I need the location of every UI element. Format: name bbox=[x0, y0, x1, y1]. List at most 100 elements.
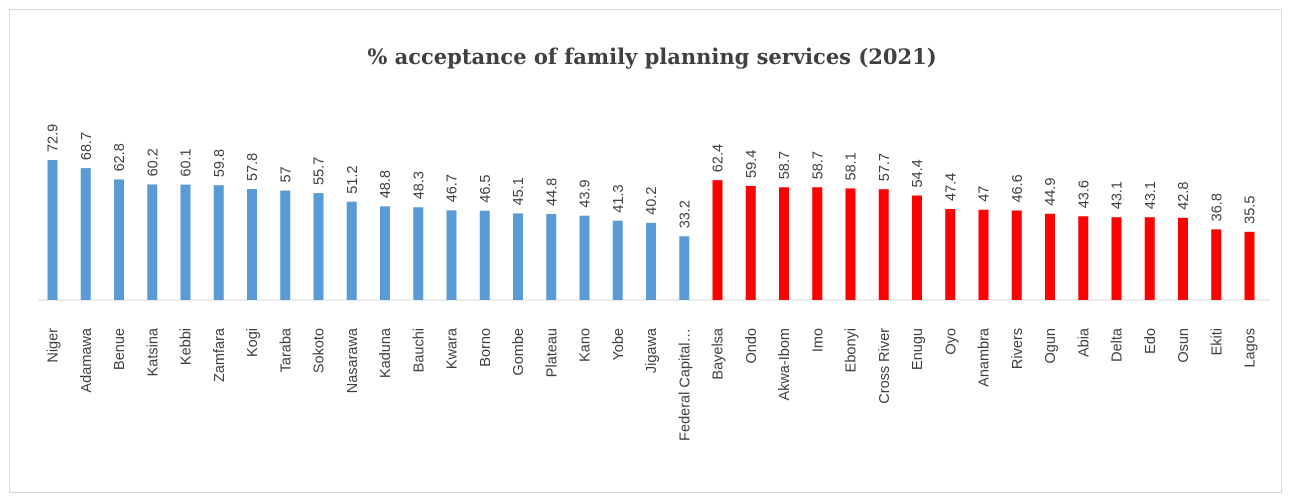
value-label-29: 46.6 bbox=[1010, 174, 1026, 202]
value-label-22: 58.7 bbox=[777, 151, 793, 179]
bar-17 bbox=[612, 220, 623, 300]
category-label-11: Bauchi bbox=[411, 328, 427, 372]
bar-22 bbox=[779, 187, 789, 300]
bar-36 bbox=[1244, 231, 1255, 300]
value-label-8: 55.7 bbox=[312, 157, 328, 185]
value-label-31: 43.6 bbox=[1076, 180, 1092, 208]
value-label-16: 43.9 bbox=[578, 179, 594, 207]
value-label-12: 46.7 bbox=[445, 174, 461, 202]
bar-14 bbox=[513, 213, 523, 300]
category-label-3: Katsina bbox=[145, 327, 161, 376]
category-label-1: Adamawa bbox=[79, 327, 95, 392]
category-label-7: Taraba bbox=[278, 327, 294, 372]
category-label-12: Kwara bbox=[445, 327, 461, 369]
category-label-28: Anambra bbox=[977, 327, 993, 387]
category-labels-group: Niger Adamawa Benue Katsina Kebbi Zamfara Kogi… bbox=[46, 327, 1259, 441]
category-label-35: Ekiti bbox=[1209, 328, 1225, 355]
chart-title: % acceptance of family planning services… bbox=[367, 44, 936, 69]
bar-23 bbox=[812, 187, 823, 300]
bar-33 bbox=[1144, 217, 1155, 300]
category-label-4: Kebbi bbox=[179, 328, 195, 365]
category-label-6: Kogi bbox=[245, 328, 261, 357]
value-label-23: 58.7 bbox=[810, 151, 826, 179]
bar-1 bbox=[80, 168, 91, 300]
bar-26 bbox=[912, 195, 922, 300]
value-labels-group: 72.9 68.7 62.8 60.2 60.1 59.8 57.8 57 55.7 51.2 48… bbox=[46, 124, 1259, 228]
value-label-19: 33.2 bbox=[677, 200, 693, 228]
category-label-14: Gombe bbox=[511, 328, 527, 376]
category-label-33: Edo bbox=[1143, 328, 1159, 354]
category-label-36: Lagos bbox=[1243, 328, 1259, 368]
bar-3 bbox=[147, 184, 158, 300]
category-label-20: Bayelsa bbox=[711, 327, 727, 380]
bar-35 bbox=[1211, 229, 1222, 300]
category-label-10: Kaduna bbox=[378, 327, 394, 378]
category-label-25: Cross River bbox=[877, 328, 893, 404]
value-label-21: 59.4 bbox=[744, 150, 760, 178]
value-label-5: 59.8 bbox=[212, 149, 228, 177]
value-label-17: 41.3 bbox=[611, 184, 627, 212]
bar-0 bbox=[47, 160, 58, 300]
value-label-6: 57.8 bbox=[245, 153, 261, 181]
value-label-7: 57 bbox=[278, 166, 294, 182]
category-label-30: Ogun bbox=[1043, 328, 1059, 363]
value-label-36: 35.5 bbox=[1243, 196, 1259, 224]
bar-25 bbox=[878, 189, 889, 300]
bar-10 bbox=[380, 206, 390, 300]
category-label-8: Sokoto bbox=[312, 328, 328, 373]
category-label-26: Enugu bbox=[910, 328, 926, 370]
category-label-32: Delta bbox=[1110, 327, 1126, 362]
category-label-15: Plateau bbox=[544, 328, 560, 377]
category-label-19: Federal Capital… bbox=[677, 328, 693, 441]
category-label-31: Abia bbox=[1076, 327, 1092, 357]
value-label-27: 47.4 bbox=[943, 173, 959, 201]
value-label-32: 43.1 bbox=[1110, 181, 1126, 209]
bar-19 bbox=[679, 236, 690, 300]
value-label-20: 62.4 bbox=[711, 144, 727, 172]
value-label-4: 60.1 bbox=[179, 148, 195, 176]
bar-13 bbox=[479, 210, 490, 300]
value-label-3: 60.2 bbox=[145, 148, 161, 176]
value-label-34: 42.8 bbox=[1176, 182, 1192, 210]
bar-31 bbox=[1078, 216, 1089, 300]
category-label-24: Ebonyi bbox=[844, 328, 860, 372]
bar-2 bbox=[114, 179, 124, 300]
category-label-9: Nasarawa bbox=[345, 327, 361, 393]
bar-28 bbox=[978, 209, 989, 300]
bar-8 bbox=[313, 193, 324, 300]
value-label-10: 48.8 bbox=[378, 170, 394, 198]
bar-34 bbox=[1178, 217, 1188, 300]
bar-9 bbox=[346, 201, 357, 300]
value-label-15: 44.8 bbox=[544, 178, 560, 206]
bar-30 bbox=[1045, 213, 1055, 300]
category-label-29: Rivers bbox=[1010, 328, 1026, 369]
category-label-18: Jigawa bbox=[644, 327, 660, 373]
category-label-13: Borno bbox=[478, 328, 494, 367]
value-label-18: 40.2 bbox=[644, 187, 660, 215]
bar-7 bbox=[280, 190, 291, 300]
bar-20 bbox=[712, 180, 723, 300]
value-label-35: 36.8 bbox=[1209, 193, 1225, 221]
bar-27 bbox=[945, 208, 956, 300]
bar-21 bbox=[745, 185, 756, 300]
category-label-0: Niger bbox=[46, 328, 62, 363]
category-label-5: Zamfara bbox=[212, 327, 228, 382]
bar-29 bbox=[1011, 210, 1022, 300]
category-label-2: Benue bbox=[112, 328, 128, 370]
category-label-22: Akwa-Ibom bbox=[777, 328, 793, 401]
value-label-9: 51.2 bbox=[345, 165, 361, 193]
value-label-14: 45.1 bbox=[511, 177, 527, 205]
value-label-24: 58.1 bbox=[844, 152, 860, 180]
category-label-21: Ondo bbox=[744, 328, 760, 363]
bar-11 bbox=[413, 207, 424, 300]
bar-18 bbox=[646, 222, 656, 300]
value-label-30: 44.9 bbox=[1043, 178, 1059, 206]
category-label-27: Oyo bbox=[943, 328, 959, 355]
value-label-26: 54.4 bbox=[910, 159, 926, 187]
category-label-17: Yobe bbox=[611, 328, 627, 361]
value-label-13: 46.5 bbox=[478, 174, 494, 202]
bar-6 bbox=[247, 189, 257, 300]
bar-4 bbox=[180, 184, 191, 300]
value-label-2: 62.8 bbox=[112, 143, 128, 171]
